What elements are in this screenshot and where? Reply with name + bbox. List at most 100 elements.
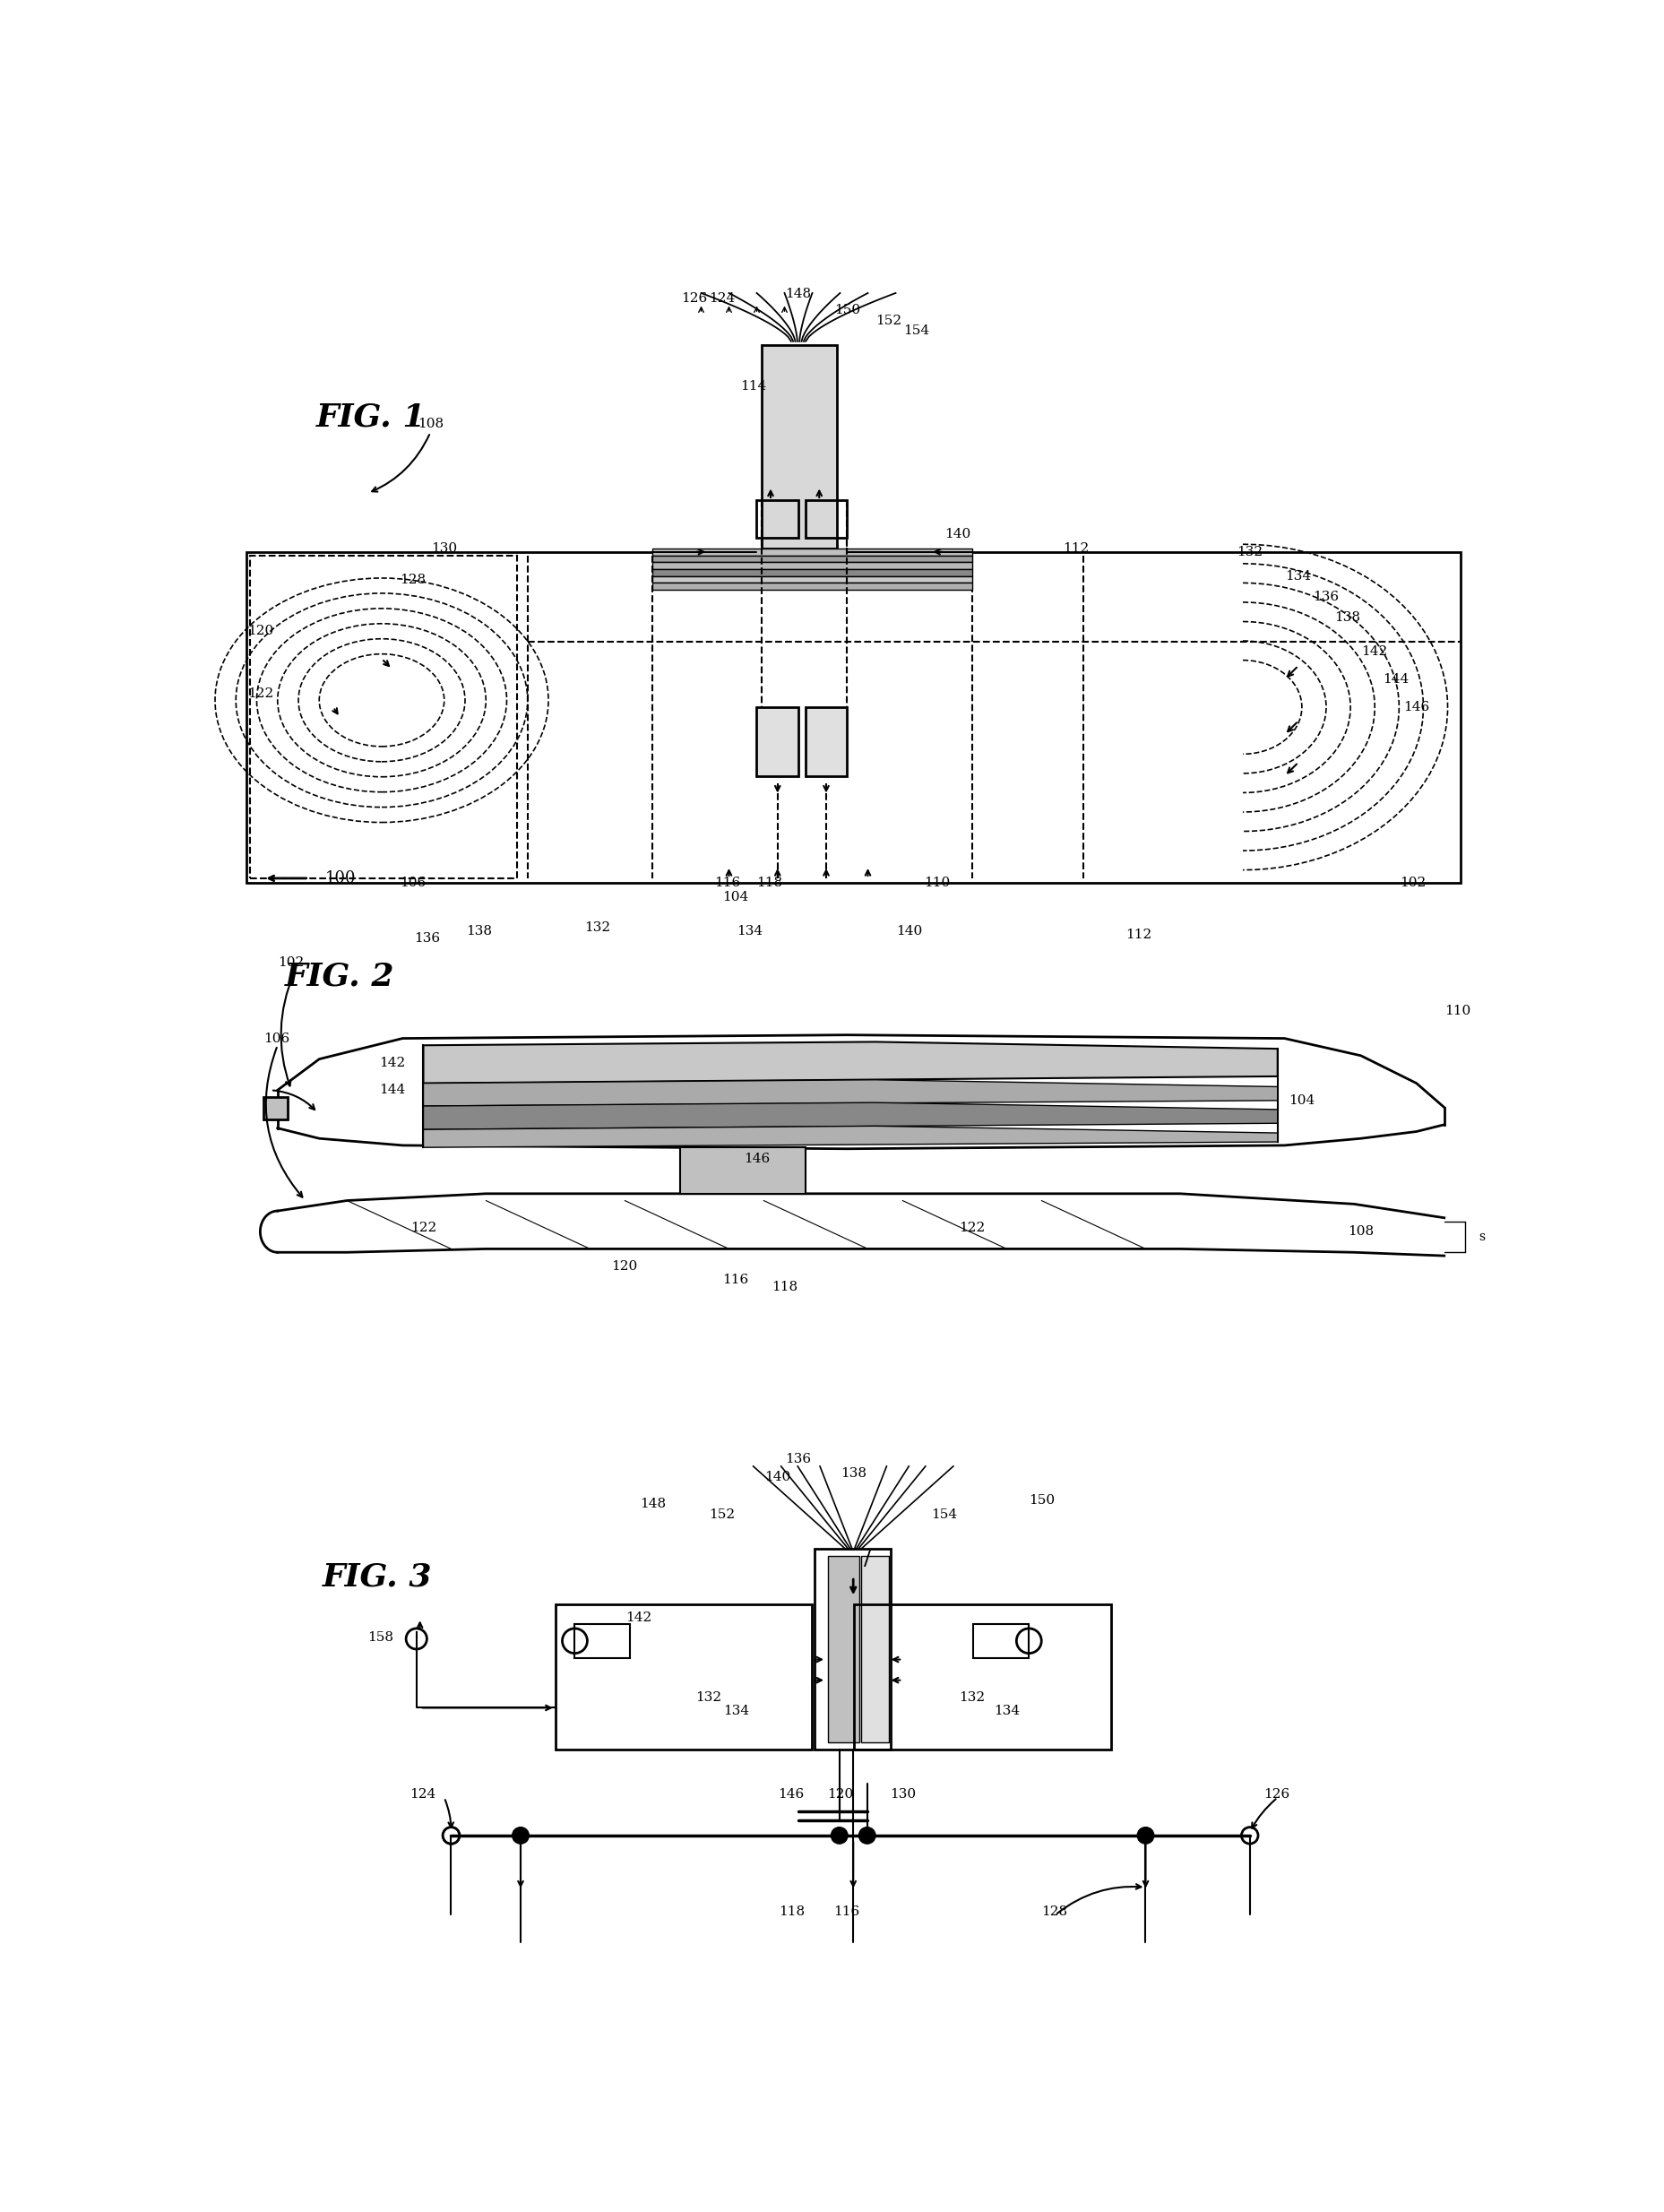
Bar	[854, 1604, 1110, 1750]
Text: 134: 134	[1285, 571, 1311, 582]
Bar	[246, 551, 1459, 883]
Bar	[652, 575, 972, 584]
Bar	[652, 555, 972, 562]
Text: 112: 112	[1125, 929, 1151, 940]
Text: 116: 116	[714, 876, 740, 889]
Text: 102: 102	[1399, 876, 1426, 889]
Bar	[757, 500, 799, 538]
Text: 132: 132	[1236, 546, 1263, 557]
Text: 124: 124	[709, 292, 735, 305]
Bar	[973, 1624, 1028, 1659]
Text: 118: 118	[755, 876, 782, 889]
Text: 120: 120	[248, 626, 275, 637]
Text: 104: 104	[1288, 1095, 1315, 1106]
Bar	[805, 708, 847, 776]
Text: 122: 122	[958, 1221, 985, 1234]
Text: 138: 138	[466, 925, 491, 938]
Text: s: s	[1478, 1230, 1484, 1243]
Bar	[757, 708, 799, 776]
Text: 154: 154	[904, 325, 929, 336]
Circle shape	[443, 1827, 459, 1845]
Text: 158: 158	[368, 1630, 394, 1644]
Text: 110: 110	[924, 876, 950, 889]
Text: 118: 118	[770, 1281, 797, 1294]
Text: 152: 152	[709, 1509, 735, 1522]
Polygon shape	[423, 1079, 1276, 1106]
Polygon shape	[423, 1126, 1276, 1148]
Bar	[250, 555, 518, 878]
Text: 128: 128	[399, 573, 426, 586]
Text: 112: 112	[1063, 542, 1088, 555]
Text: 110: 110	[1443, 1004, 1469, 1018]
Text: 104: 104	[722, 891, 749, 902]
Bar	[574, 1624, 631, 1659]
Text: 120: 120	[827, 1787, 852, 1801]
Circle shape	[830, 1827, 847, 1845]
Bar	[681, 1148, 805, 1194]
Text: 146: 146	[1403, 701, 1429, 714]
Text: 106: 106	[399, 876, 426, 889]
Bar	[556, 1604, 812, 1750]
Text: 148: 148	[785, 288, 810, 301]
Text: 150: 150	[1028, 1495, 1053, 1506]
Text: 126: 126	[1263, 1787, 1290, 1801]
Text: 140: 140	[895, 925, 922, 938]
Text: 134: 134	[993, 1705, 1020, 1717]
Polygon shape	[423, 1042, 1276, 1084]
Text: 154: 154	[930, 1509, 957, 1522]
Circle shape	[1017, 1628, 1042, 1652]
Text: 136: 136	[785, 1453, 810, 1467]
Text: 142: 142	[379, 1057, 404, 1068]
Circle shape	[859, 1827, 875, 1845]
Bar	[652, 549, 972, 555]
Text: 108: 108	[1348, 1225, 1373, 1239]
Circle shape	[1137, 1827, 1153, 1845]
Text: 136: 136	[414, 931, 439, 945]
Text: /: /	[864, 1548, 870, 1571]
Text: 148: 148	[639, 1498, 666, 1511]
Text: 144: 144	[1381, 672, 1408, 686]
Text: 140: 140	[945, 529, 970, 542]
Circle shape	[513, 1827, 529, 1845]
Circle shape	[562, 1628, 587, 1652]
Circle shape	[443, 1827, 459, 1845]
Text: 120: 120	[611, 1261, 637, 1272]
Text: 122: 122	[409, 1221, 436, 1234]
Text: 140: 140	[764, 1471, 790, 1482]
Circle shape	[1241, 1827, 1258, 1845]
Text: 108: 108	[418, 418, 443, 431]
Text: 116: 116	[834, 1905, 860, 1918]
Text: 124: 124	[409, 1787, 436, 1801]
Text: 136: 136	[1313, 591, 1338, 604]
Polygon shape	[423, 1102, 1276, 1130]
Bar	[814, 1548, 890, 1750]
Text: 142: 142	[1361, 646, 1388, 659]
Text: 146: 146	[744, 1152, 769, 1166]
Text: FIG. 1: FIG. 1	[316, 403, 426, 434]
Circle shape	[406, 1628, 426, 1650]
Text: 130: 130	[889, 1787, 915, 1801]
Bar	[652, 568, 972, 575]
Text: FIG. 3: FIG. 3	[323, 1562, 433, 1593]
Text: 150: 150	[834, 303, 860, 316]
Text: 132: 132	[584, 922, 609, 933]
Text: 100: 100	[324, 869, 356, 887]
Bar	[760, 345, 835, 549]
Bar	[805, 500, 847, 538]
Bar	[652, 562, 972, 568]
Text: 132: 132	[958, 1692, 985, 1703]
Bar	[263, 1097, 288, 1119]
Text: 138: 138	[840, 1467, 867, 1480]
Text: FIG. 2: FIG. 2	[285, 960, 394, 991]
Text: 144: 144	[379, 1084, 404, 1097]
Text: 128: 128	[1042, 1905, 1067, 1918]
Text: 106: 106	[263, 1033, 290, 1044]
Bar	[652, 584, 972, 591]
Text: 130: 130	[431, 542, 458, 555]
Text: 142: 142	[626, 1613, 651, 1624]
Text: 134: 134	[737, 925, 762, 938]
Text: 138: 138	[1333, 611, 1359, 624]
Text: 114: 114	[740, 380, 765, 392]
Text: 102: 102	[278, 956, 303, 969]
Text: 134: 134	[722, 1705, 749, 1717]
